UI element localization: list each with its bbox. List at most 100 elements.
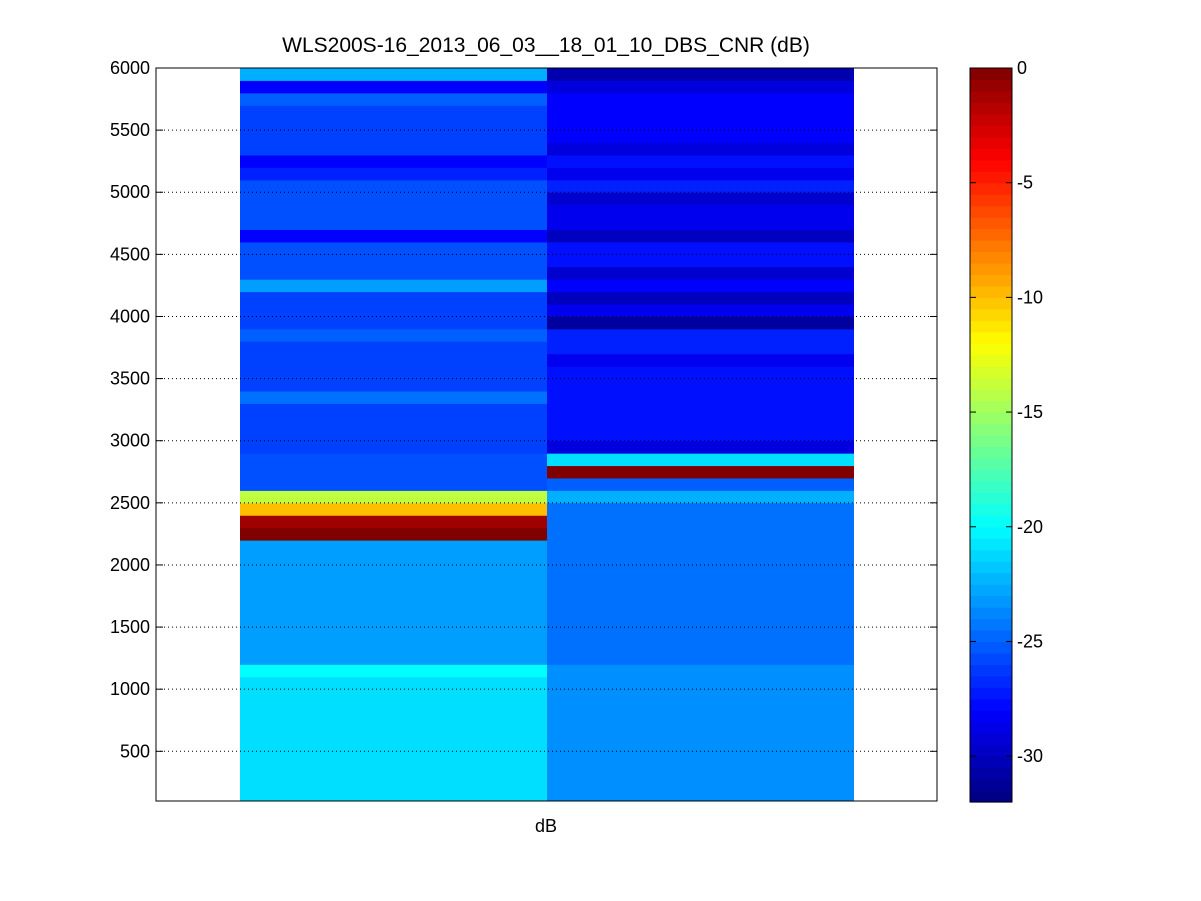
heatmap-cell-col1-band15	[240, 241, 548, 280]
chart-title: WLS200S-16_2013_06_03__18_01_10_DBS_CNR …	[282, 34, 810, 57]
heatmap-cell-col2-band18	[547, 204, 854, 231]
heatmap-cell-col1-band7	[240, 490, 548, 504]
colorbar-cell-44	[970, 297, 1012, 310]
colorbar-cell-5	[970, 744, 1012, 757]
colorbar-cell-63	[970, 79, 1012, 92]
colorbar-cell-10	[970, 687, 1012, 700]
colorbar-cell-41	[970, 331, 1012, 344]
y-tick-label-3500: 3500	[110, 369, 150, 389]
heatmap-cell-col2-band7	[547, 440, 854, 454]
heatmap-cell-col2-band26	[547, 68, 854, 81]
colorbar-tick-label--15: -15	[1017, 402, 1043, 422]
colorbar-tick-label--25: -25	[1017, 631, 1043, 651]
colorbar-cell-54	[970, 182, 1012, 195]
y-tick-label-1000: 1000	[110, 679, 150, 699]
colorbar-tick-label--10: -10	[1017, 287, 1043, 307]
colorbar-cell-49	[970, 240, 1012, 253]
heatmap-cell-col2-band15	[547, 266, 854, 280]
colorbar-cell-1	[970, 790, 1012, 803]
colorbar-cell-15	[970, 629, 1012, 643]
colorbar-cell-40	[970, 343, 1012, 356]
colorbar-cell-52	[970, 205, 1012, 218]
heatmap-cell-col2-band12	[547, 304, 854, 317]
heatmap-cell-col2-band13	[547, 291, 854, 305]
heatmap-cell-col1-band22	[240, 80, 548, 94]
colorbar-cell-25	[970, 515, 1012, 528]
colorbar-cell-14	[970, 641, 1012, 654]
colorbar-cell-35	[970, 400, 1012, 413]
colorbar-cell-26	[970, 503, 1012, 516]
colorbar-cell-33	[970, 423, 1012, 436]
heatmap-cell-col2-band24	[547, 92, 854, 144]
colorbar-tick-label--20: -20	[1017, 517, 1043, 537]
colorbar-tick-label--30: -30	[1017, 746, 1043, 766]
heatmap-cell-col2-band10	[547, 328, 854, 355]
heatmap-cell-col1-band5	[240, 515, 548, 529]
heatmap-cell-col1-band20	[240, 105, 548, 156]
colorbar-cells	[970, 68, 1012, 803]
heatmap-cell-col2-band23	[547, 142, 854, 156]
heatmap-cell-col1-band19	[240, 154, 548, 168]
heatmap-cell-col1-band12	[240, 328, 548, 342]
x-axis-label: dB	[535, 816, 557, 836]
y-tick-label-5000: 5000	[110, 182, 150, 202]
colorbar-cell-64	[970, 68, 1012, 81]
heatmap-cell-col2-band3	[547, 490, 854, 504]
heatmap-cell-col2-band1	[547, 664, 854, 802]
colorbar-cell-17	[970, 607, 1012, 620]
colorbar-cell-46	[970, 274, 1012, 287]
y-tick-label-5500: 5500	[110, 120, 150, 140]
colorbar-cell-2	[970, 779, 1012, 792]
colorbar-cell-11	[970, 675, 1012, 688]
heatmap-cell-col1-band6	[240, 502, 548, 516]
colorbar-cell-58	[970, 136, 1012, 149]
colorbar-cell-61	[970, 102, 1012, 115]
colorbar-cell-39	[970, 354, 1012, 367]
heatmap-cell-col2-band22	[547, 154, 854, 168]
colorbar-cell-32	[970, 435, 1012, 448]
heatmap-cell-col2-band17	[547, 229, 854, 243]
heatmap-cell-col1-band23	[240, 68, 548, 81]
colorbar-cell-13	[970, 652, 1012, 665]
heatmap-cell-col2-band4	[547, 477, 854, 491]
heatmap-cell-col2-band21	[547, 167, 854, 181]
heatmap-cell-col2-band5	[547, 465, 854, 479]
colorbar-cell-18	[970, 595, 1012, 608]
colorbar-cell-60	[970, 113, 1012, 126]
heatmap-cell-col1-band9	[240, 403, 548, 454]
colorbar-cell-31	[970, 446, 1012, 459]
heatmap-cell-col1-band16	[240, 229, 548, 243]
colorbar-ticks: 0 -5 -10 -15 -20 -25 -30	[970, 58, 1043, 766]
y-tick-label-3000: 3000	[110, 431, 150, 451]
colorbar-cell-50	[970, 228, 1012, 241]
heatmap-cell-col1-band21	[240, 92, 548, 106]
colorbar-tick-label-0: 0	[1017, 58, 1027, 78]
colorbar-cell-24	[970, 526, 1012, 539]
y-tick-label-1500: 1500	[110, 617, 150, 637]
colorbar-cell-12	[970, 664, 1012, 677]
plot-area: 500 1000 1500 2000 2500 3000 3500 4000 4500 5000 5…	[110, 58, 938, 802]
colorbar-cell-34	[970, 412, 1012, 425]
colorbar-cell-47	[970, 262, 1012, 276]
colorbar-cell-37	[970, 377, 1012, 390]
heatmap-cell-col1-band13	[240, 291, 548, 330]
heatmap-cell-col2-band8	[547, 366, 854, 442]
colorbar-frame	[969, 67, 1013, 803]
heatmap-cell-col1-band18	[240, 167, 548, 181]
colorbar-tick-label--5: -5	[1017, 173, 1033, 193]
colorbar-cell-56	[970, 159, 1012, 172]
heatmap-cell-col1-band17	[240, 179, 548, 230]
colorbar-cell-42	[970, 320, 1012, 333]
colorbar-cell-6	[970, 733, 1012, 746]
heatmap-cell-col1-band3	[240, 540, 548, 665]
heatmap-cell-col1-band11	[240, 341, 548, 392]
colorbar-cell-59	[970, 125, 1012, 138]
y-tick-label-4500: 4500	[110, 244, 150, 264]
heatmap-cell-col2-band14	[547, 279, 854, 293]
heatmap-cell-col1-band2	[240, 664, 548, 678]
colorbar-cell-55	[970, 171, 1012, 184]
colorbar-cell-4	[970, 756, 1012, 769]
colorbar-cell-20	[970, 572, 1012, 585]
colorbar-cell-30	[970, 457, 1012, 471]
heatmap-cell-col1-band8	[240, 453, 548, 491]
